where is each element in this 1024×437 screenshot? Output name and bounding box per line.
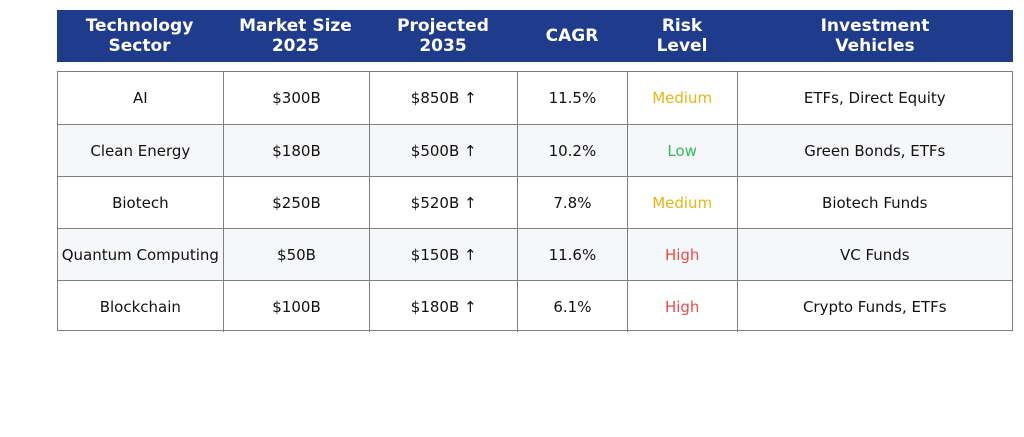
- header-market-size-2025: Market Size 2025: [239, 16, 352, 56]
- cell-cagr: 11.5%: [517, 72, 627, 124]
- table-row: Clean Energy $180B $500B ↑ 10.2% Low Gre…: [58, 124, 1012, 176]
- cell-cagr: 6.1%: [517, 281, 627, 332]
- cell-projected: $520B ↑: [369, 177, 517, 228]
- table-row: Biotech $250B $520B ↑ 7.8% Medium Biotec…: [58, 176, 1012, 228]
- cell-investment-vehicles: ETFs, Direct Equity: [736, 72, 1012, 124]
- cell-risk-level: High: [626, 229, 737, 280]
- cell-investment-vehicles: Crypto Funds, ETFs: [736, 281, 1012, 332]
- cell-risk-level: High: [626, 281, 737, 332]
- cell-market-size: $50B: [222, 229, 370, 280]
- cell-cagr: 7.8%: [517, 177, 627, 228]
- cell-projected: $500B ↑: [369, 125, 517, 176]
- table-row: Blockchain $100B $180B ↑ 6.1% High Crypt…: [58, 280, 1012, 332]
- cell-risk-level: Low: [626, 125, 737, 176]
- header-projected-2035: Projected 2035: [397, 16, 489, 56]
- cell-sector: Clean Energy: [90, 141, 191, 160]
- cell-market-size: $300B: [222, 72, 370, 124]
- header-investment-vehicles: Investment Vehicles: [820, 16, 930, 56]
- cell-market-size: $100B: [222, 281, 370, 332]
- cell-sector: Blockchain: [99, 297, 181, 316]
- table-row: AI $300B $850B ↑ 11.5% Medium ETFs, Dire…: [58, 72, 1012, 124]
- cell-projected: $180B ↑: [369, 281, 517, 332]
- cell-projected: $850B ↑: [369, 72, 517, 124]
- header-cagr: CAGR: [545, 26, 599, 46]
- cell-projected: $150B ↑: [369, 229, 517, 280]
- cell-sector: Biotech: [112, 193, 169, 212]
- table-row: Quantum Computing $50B $150B ↑ 11.6% Hig…: [58, 228, 1012, 280]
- data-table: AI $300B $850B ↑ 11.5% Medium ETFs, Dire…: [57, 71, 1013, 332]
- header-technology-sector: Technology Sector: [85, 16, 194, 56]
- cell-market-size: $250B: [222, 177, 370, 228]
- cell-investment-vehicles: Biotech Funds: [736, 177, 1012, 228]
- cell-risk-level: Medium: [626, 177, 737, 228]
- cell-investment-vehicles: Green Bonds, ETFs: [736, 125, 1012, 176]
- cell-sector: AI: [132, 89, 148, 107]
- table-header: Technology Sector Market Size 2025 Proje…: [57, 10, 1013, 62]
- cell-cagr: 11.6%: [517, 229, 627, 280]
- cell-investment-vehicles: VC Funds: [736, 229, 1012, 280]
- cell-market-size: $180B: [222, 125, 370, 176]
- header-risk-level: Risk Level: [656, 16, 708, 56]
- cell-cagr: 10.2%: [517, 125, 627, 176]
- cell-risk-level: Medium: [626, 72, 737, 124]
- cell-sector: Quantum Computing: [61, 245, 219, 264]
